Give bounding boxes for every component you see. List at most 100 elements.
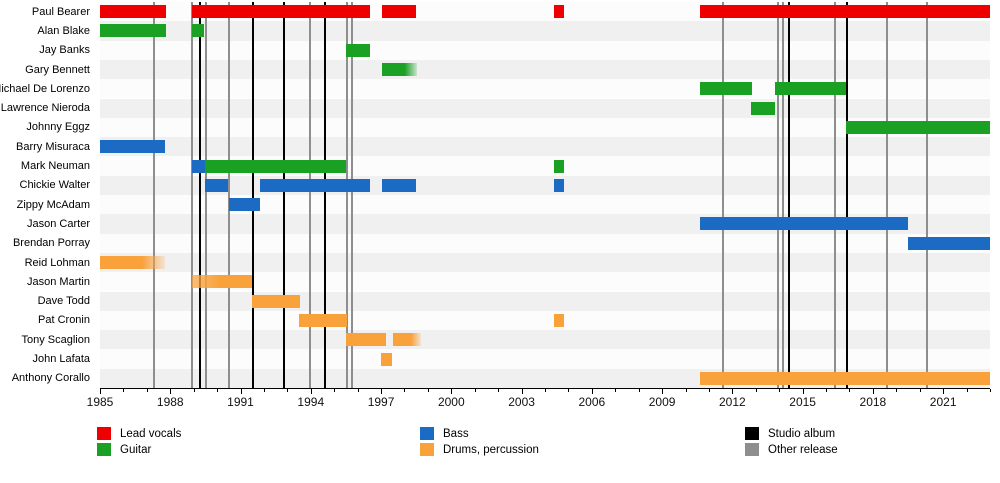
member-label: Jason Martin <box>27 275 90 288</box>
legend-label: Lead vocals <box>120 428 182 440</box>
tenure-bar-vocals <box>554 5 564 19</box>
tenure-bar-bass <box>100 140 165 154</box>
legend-label: Guitar <box>120 444 152 456</box>
row-stripe <box>100 349 990 369</box>
legend-swatch-studio <box>745 427 759 440</box>
timeline-plot-area <box>100 2 990 389</box>
tenure-bar-guitar <box>205 159 346 173</box>
other-release-line <box>885 2 888 388</box>
member-label: Michael De Lorenzo <box>0 82 90 95</box>
row-stripe <box>100 195 990 215</box>
year-label: 2006 <box>578 395 606 409</box>
other-release-line <box>925 2 928 388</box>
year-label: 2018 <box>859 395 887 409</box>
tenure-bar-drums <box>554 313 564 327</box>
member-label: Johnny Eggz <box>26 121 90 134</box>
year-tick <box>123 389 125 392</box>
legend-swatch-vocals <box>97 427 111 440</box>
legend-label: Bass <box>443 428 469 440</box>
year-tick <box>404 389 406 392</box>
tenure-bar-vocals <box>699 5 990 19</box>
year-tick <box>826 389 828 392</box>
year-tick <box>334 389 336 392</box>
legend-swatch-guitar <box>97 443 111 456</box>
year-label: 2012 <box>719 395 746 409</box>
tenure-bar-bass <box>382 178 417 192</box>
member-label: Jason Carter <box>27 217 90 230</box>
year-tick <box>545 389 546 392</box>
legend-swatch-bass <box>420 427 434 440</box>
member-label: Anthony Corallo <box>11 372 90 385</box>
year-tick <box>919 389 921 392</box>
year-label: 1988 <box>156 395 184 409</box>
tenure-bar-guitar <box>100 24 166 38</box>
member-label: John Lafata <box>32 353 91 366</box>
legend-label: Other release <box>768 444 838 456</box>
year-tick <box>498 389 500 392</box>
studio-album-line <box>323 2 326 388</box>
year-label: 2015 <box>789 395 816 409</box>
row-stripe <box>100 137 990 157</box>
tenure-bar-drums <box>299 313 348 327</box>
row-stripe <box>100 175 990 195</box>
studio-album-line <box>846 2 849 388</box>
year-label: 1985 <box>86 395 114 409</box>
year-tick <box>896 389 898 392</box>
year-tick <box>779 389 781 392</box>
tenure-bar-guitar <box>845 120 990 134</box>
tenure-bar-drums <box>381 352 392 366</box>
tenure-bar-bass <box>228 198 260 212</box>
member-label: Jay Banks <box>39 44 90 57</box>
year-tick <box>591 389 593 394</box>
tenure-bar-guitar <box>774 82 846 96</box>
other-release-line <box>782 2 785 388</box>
year-tick <box>310 389 312 394</box>
member-label: Zippy McAdam <box>16 198 90 211</box>
other-release-line <box>227 2 230 388</box>
other-release-line <box>722 2 724 388</box>
row-stripe <box>100 330 990 350</box>
row-stripe <box>100 291 990 311</box>
year-tick <box>732 389 734 394</box>
year-tick <box>521 389 523 394</box>
tenure-bar-guitar <box>554 159 564 173</box>
row-stripe <box>100 252 990 273</box>
member-label: Dave Todd <box>37 295 90 308</box>
tenure-bar-vocals <box>192 5 370 19</box>
year-tick <box>615 389 617 392</box>
year-tick <box>685 389 687 392</box>
row-stripe <box>100 59 990 80</box>
tenure-bar-drums <box>100 256 165 270</box>
member-label: Alan Blake <box>37 24 90 37</box>
row-stripe <box>100 40 990 60</box>
other-release-line <box>350 2 353 388</box>
tenure-bar-bass <box>554 178 564 192</box>
year-tick <box>568 389 570 392</box>
tenure-bar-drums <box>192 275 253 289</box>
year-tick <box>263 389 265 392</box>
tenure-bar-bass <box>908 236 990 250</box>
year-tick <box>872 389 874 394</box>
year-label: 1994 <box>297 395 325 409</box>
year-tick <box>146 389 148 392</box>
year-tick <box>708 389 710 392</box>
legend-label: Drums, percussion <box>443 444 539 456</box>
studio-album-line <box>199 2 201 388</box>
tenure-bar-bass <box>259 178 370 192</box>
tenure-bar-drums <box>392 333 421 347</box>
row-stripe <box>100 98 990 118</box>
year-tick <box>357 389 359 392</box>
year-tick <box>193 389 195 392</box>
year-label: 2000 <box>437 395 465 409</box>
member-label: Paul Bearer <box>31 5 90 18</box>
member-label: Brendan Porray <box>12 237 90 250</box>
row-stripe <box>100 117 990 138</box>
tenure-bar-drums <box>699 371 990 385</box>
other-release-line <box>834 2 837 388</box>
member-label: Tony Scaglion <box>21 333 91 346</box>
year-tick <box>755 389 757 392</box>
member-label: Barry Misuraca <box>16 140 90 153</box>
year-label: 2021 <box>929 395 957 409</box>
tenure-bar-guitar <box>345 43 371 57</box>
